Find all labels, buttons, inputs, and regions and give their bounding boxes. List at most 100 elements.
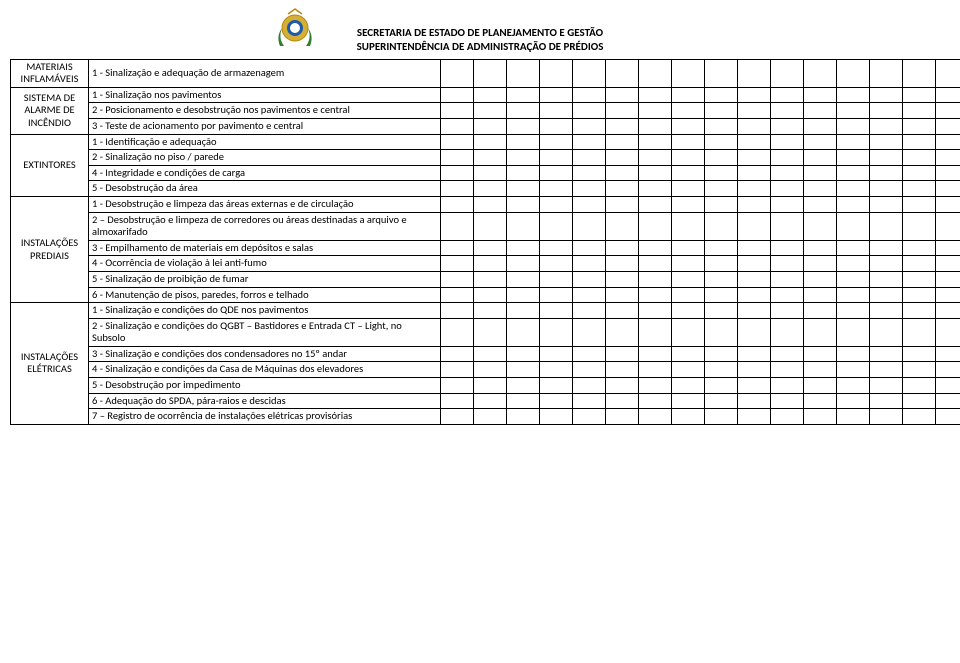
check-cell[interactable] [639,150,672,166]
check-cell[interactable] [540,409,573,425]
check-cell[interactable] [474,87,507,103]
check-cell[interactable] [606,59,639,87]
check-cell[interactable] [573,165,606,181]
check-cell[interactable] [672,346,705,362]
check-cell[interactable] [672,362,705,378]
check-cell[interactable] [804,362,837,378]
check-cell[interactable] [738,287,771,303]
check-cell[interactable] [837,196,870,212]
check-cell[interactable] [639,59,672,87]
check-cell[interactable] [441,87,474,103]
check-cell[interactable] [672,165,705,181]
check-cell[interactable] [441,212,474,240]
check-cell[interactable] [936,87,960,103]
check-cell[interactable] [705,196,738,212]
check-cell[interactable] [936,362,960,378]
check-cell[interactable] [672,59,705,87]
check-cell[interactable] [837,118,870,134]
check-cell[interactable] [441,393,474,409]
check-cell[interactable] [837,409,870,425]
check-cell[interactable] [804,240,837,256]
check-cell[interactable] [441,271,474,287]
check-cell[interactable] [672,256,705,272]
check-cell[interactable] [870,118,903,134]
check-cell[interactable] [639,303,672,319]
check-cell[interactable] [936,303,960,319]
check-cell[interactable] [837,59,870,87]
check-cell[interactable] [936,181,960,197]
check-cell[interactable] [870,303,903,319]
check-cell[interactable] [606,103,639,119]
check-cell[interactable] [903,212,936,240]
check-cell[interactable] [606,240,639,256]
check-cell[interactable] [573,303,606,319]
check-cell[interactable] [573,59,606,87]
check-cell[interactable] [903,318,936,346]
check-cell[interactable] [639,378,672,394]
check-cell[interactable] [705,59,738,87]
check-cell[interactable] [936,393,960,409]
check-cell[interactable] [507,59,540,87]
check-cell[interactable] [738,393,771,409]
check-cell[interactable] [573,240,606,256]
check-cell[interactable] [738,256,771,272]
check-cell[interactable] [507,362,540,378]
check-cell[interactable] [837,362,870,378]
check-cell[interactable] [507,318,540,346]
check-cell[interactable] [540,59,573,87]
check-cell[interactable] [639,287,672,303]
check-cell[interactable] [474,287,507,303]
check-cell[interactable] [672,271,705,287]
check-cell[interactable] [441,103,474,119]
check-cell[interactable] [672,181,705,197]
check-cell[interactable] [837,103,870,119]
check-cell[interactable] [474,346,507,362]
check-cell[interactable] [474,212,507,240]
check-cell[interactable] [441,362,474,378]
check-cell[interactable] [870,271,903,287]
check-cell[interactable] [573,118,606,134]
check-cell[interactable] [804,287,837,303]
check-cell[interactable] [870,59,903,87]
check-cell[interactable] [705,181,738,197]
check-cell[interactable] [804,378,837,394]
check-cell[interactable] [903,256,936,272]
check-cell[interactable] [903,87,936,103]
check-cell[interactable] [738,346,771,362]
check-cell[interactable] [804,118,837,134]
check-cell[interactable] [936,287,960,303]
check-cell[interactable] [507,212,540,240]
check-cell[interactable] [441,118,474,134]
check-cell[interactable] [771,303,804,319]
check-cell[interactable] [540,271,573,287]
check-cell[interactable] [507,378,540,394]
check-cell[interactable] [936,409,960,425]
check-cell[interactable] [771,165,804,181]
check-cell[interactable] [738,212,771,240]
check-cell[interactable] [474,409,507,425]
check-cell[interactable] [837,165,870,181]
check-cell[interactable] [804,150,837,166]
check-cell[interactable] [507,409,540,425]
check-cell[interactable] [540,287,573,303]
check-cell[interactable] [573,393,606,409]
check-cell[interactable] [540,165,573,181]
check-cell[interactable] [804,87,837,103]
check-cell[interactable] [474,240,507,256]
check-cell[interactable] [936,271,960,287]
check-cell[interactable] [936,103,960,119]
check-cell[interactable] [903,271,936,287]
check-cell[interactable] [507,196,540,212]
check-cell[interactable] [540,346,573,362]
check-cell[interactable] [804,271,837,287]
check-cell[interactable] [837,378,870,394]
check-cell[interactable] [441,134,474,150]
check-cell[interactable] [870,287,903,303]
check-cell[interactable] [771,150,804,166]
check-cell[interactable] [804,196,837,212]
check-cell[interactable] [738,103,771,119]
check-cell[interactable] [738,118,771,134]
check-cell[interactable] [474,378,507,394]
check-cell[interactable] [804,318,837,346]
check-cell[interactable] [606,318,639,346]
